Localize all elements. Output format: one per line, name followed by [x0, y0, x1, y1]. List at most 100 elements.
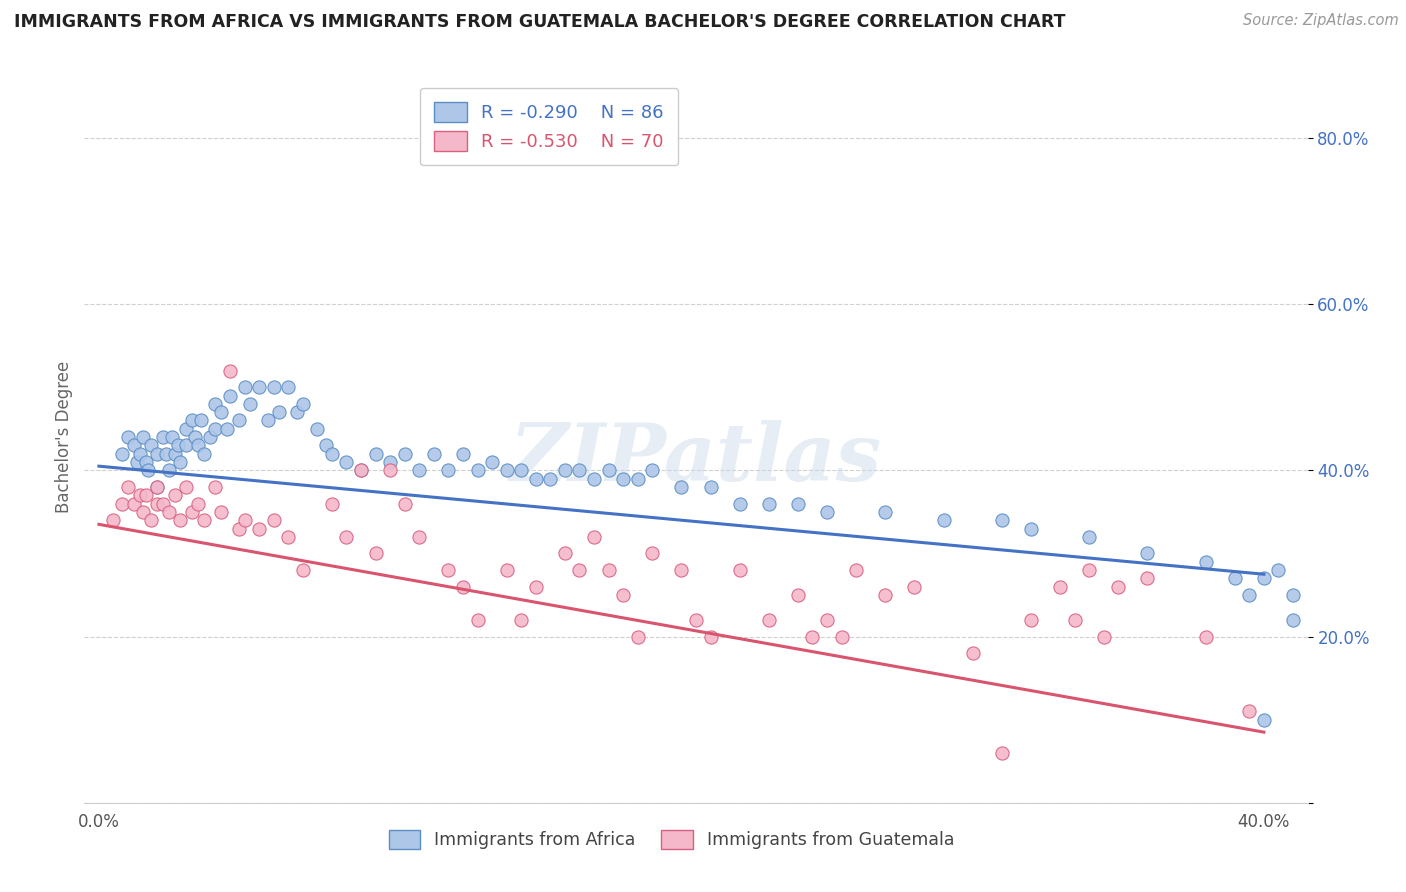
Point [350, 463, 373, 477]
Point [467, 463, 489, 477]
Point [758, 613, 780, 627]
Point [187, 438, 209, 452]
Point [423, 447, 446, 461]
Point [117, 480, 139, 494]
Point [1253, 571, 1275, 585]
Point [1049, 580, 1071, 594]
Point [307, 422, 329, 436]
Point [554, 546, 576, 560]
Point [1239, 588, 1261, 602]
Point [1195, 630, 1218, 644]
Point [146, 480, 169, 494]
Point [321, 447, 343, 461]
Point [233, 380, 256, 394]
Point [699, 480, 721, 494]
Point [1253, 713, 1275, 727]
Point [583, 530, 606, 544]
Point [1223, 571, 1246, 585]
Point [228, 413, 250, 427]
Point [380, 463, 402, 477]
Point [277, 530, 299, 544]
Point [141, 438, 163, 452]
Point [699, 630, 721, 644]
Point [128, 488, 150, 502]
Point [166, 438, 188, 452]
Point [285, 405, 308, 419]
Point [187, 497, 209, 511]
Point [1019, 521, 1042, 535]
Point [335, 530, 357, 544]
Text: ZIPatlas: ZIPatlas [510, 420, 882, 498]
Point [801, 630, 824, 644]
Point [174, 422, 197, 436]
Point [437, 463, 460, 477]
Point [728, 497, 751, 511]
Point [495, 463, 517, 477]
Point [174, 480, 197, 494]
Point [138, 463, 160, 477]
Point [269, 405, 291, 419]
Point [163, 488, 186, 502]
Point [209, 405, 232, 419]
Point [598, 563, 620, 577]
Point [160, 430, 183, 444]
Point [728, 563, 751, 577]
Point [408, 530, 430, 544]
Point [437, 563, 460, 577]
Point [612, 588, 634, 602]
Point [991, 513, 1014, 527]
Point [198, 430, 221, 444]
Point [181, 505, 204, 519]
Point [408, 463, 430, 477]
Point [1078, 563, 1101, 577]
Point [568, 463, 591, 477]
Point [467, 613, 489, 627]
Point [1282, 588, 1305, 602]
Point [1239, 705, 1261, 719]
Point [671, 480, 693, 494]
Point [122, 438, 145, 452]
Point [671, 563, 693, 577]
Point [845, 563, 868, 577]
Point [135, 455, 157, 469]
Point [291, 397, 314, 411]
Text: Source: ZipAtlas.com: Source: ZipAtlas.com [1243, 13, 1399, 29]
Point [219, 363, 242, 377]
Point [247, 521, 270, 535]
Point [1136, 546, 1159, 560]
Point [1092, 630, 1115, 644]
Point [627, 472, 650, 486]
Point [903, 580, 925, 594]
Point [131, 430, 153, 444]
Point [962, 646, 984, 660]
Point [257, 413, 280, 427]
Point [228, 521, 250, 535]
Point [1195, 555, 1218, 569]
Point [583, 472, 606, 486]
Point [157, 505, 180, 519]
Point [169, 513, 191, 527]
Point [117, 430, 139, 444]
Legend: Immigrants from Africa, Immigrants from Guatemala: Immigrants from Africa, Immigrants from … [382, 823, 962, 856]
Point [204, 480, 226, 494]
Point [193, 447, 215, 461]
Point [1136, 571, 1159, 585]
Point [815, 613, 838, 627]
Point [685, 613, 707, 627]
Point [103, 513, 125, 527]
Point [554, 463, 576, 477]
Point [380, 455, 402, 469]
Point [204, 397, 226, 411]
Point [204, 422, 226, 436]
Point [152, 430, 174, 444]
Point [787, 588, 810, 602]
Point [758, 497, 780, 511]
Point [815, 505, 838, 519]
Point [184, 430, 207, 444]
Point [495, 563, 517, 577]
Point [263, 380, 285, 394]
Point [481, 455, 503, 469]
Point [1107, 580, 1129, 594]
Point [155, 447, 177, 461]
Point [181, 413, 204, 427]
